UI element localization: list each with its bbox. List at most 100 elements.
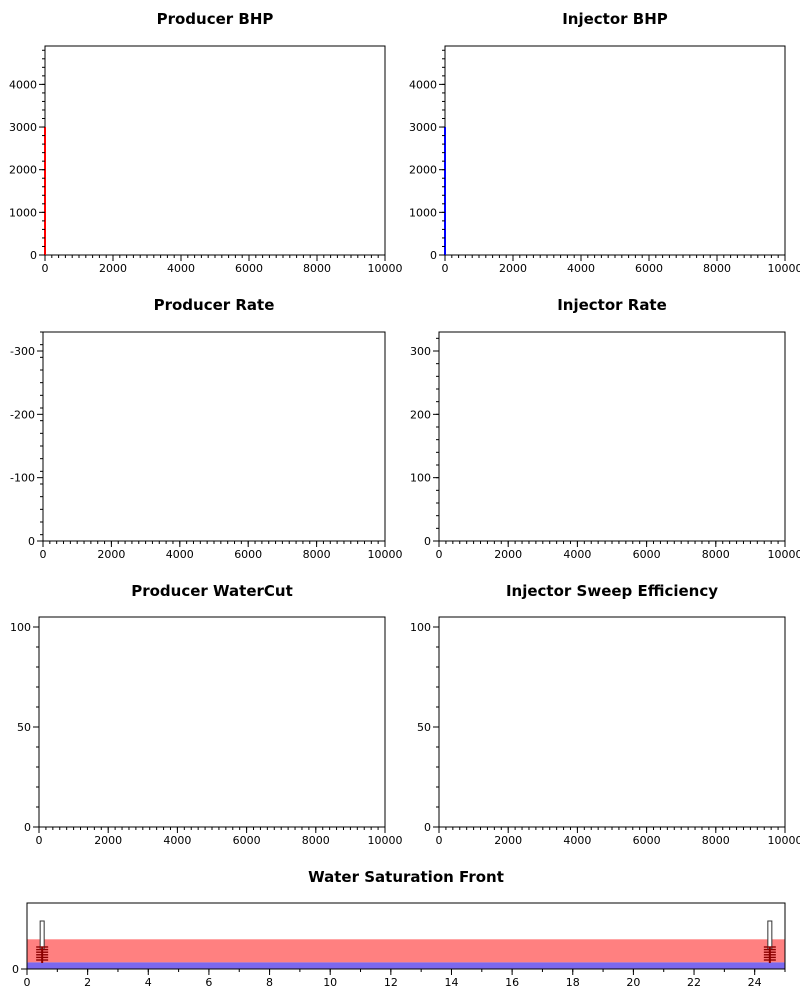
x-tick-label: 0 (40, 548, 47, 561)
x-tick-label: 2000 (494, 834, 522, 847)
x-tick-label: 4 (145, 976, 152, 989)
x-tick-label: 8000 (702, 548, 730, 561)
x-tick-label: 12 (384, 976, 398, 989)
chart-title: Injector Sweep Efficiency (506, 582, 718, 600)
x-tick-label: 6000 (233, 834, 261, 847)
saturation-band-1 (27, 939, 785, 963)
chart-title: Injector BHP (562, 10, 668, 28)
chart-5: Producer WaterCut 0 2000 4000 6000 8000 10000 0… (10, 582, 403, 847)
plot-frame (438, 616, 786, 828)
y-tick-label: 0 (424, 535, 431, 548)
chart-title: Producer BHP (157, 10, 274, 28)
x-tick-label: 4000 (163, 834, 191, 847)
y-tick-label: 3000 (9, 121, 37, 134)
y-tick-label: 4000 (9, 78, 37, 91)
y-tick-label: 0 (30, 249, 37, 262)
x-tick-label: 6 (205, 976, 212, 989)
x-tick-label: 4000 (563, 548, 591, 561)
x-tick-label: 8000 (702, 834, 730, 847)
x-tick-label: 10000 (368, 834, 403, 847)
plot-frame (38, 616, 386, 828)
x-tick-label: 6000 (234, 548, 262, 561)
y-tick-label: 2000 (409, 164, 437, 177)
x-tick-label: 8000 (302, 834, 330, 847)
chart-title: Producer Rate (154, 296, 275, 314)
y-tick-label: 100 (10, 621, 31, 634)
chart-1: Producer BHP 0 2000 4000 6000 8000 10000 0 1000 2… (9, 10, 403, 275)
well-2 (763, 920, 776, 963)
chart-title: Producer WaterCut (131, 582, 293, 600)
y-tick-label: 100 (410, 472, 431, 485)
x-tick-label: 0 (442, 262, 449, 275)
well-casing (767, 920, 773, 950)
x-tick-label: 16 (505, 976, 519, 989)
plot-frame (44, 45, 386, 256)
x-tick-label: 0 (36, 834, 43, 847)
chart-title: Injector Rate (557, 296, 667, 314)
y-tick-label: -100 (10, 472, 35, 485)
plot-frame (42, 331, 386, 542)
y-tick-label: 1000 (409, 206, 437, 219)
chart-4: Injector Rate 0 2000 4000 6000 8000 10000 0 100 2… (410, 296, 800, 561)
x-tick-label: 6000 (633, 548, 661, 561)
y-tick-label: 0 (28, 535, 35, 548)
x-tick-label: 20 (626, 976, 640, 989)
x-tick-label: 0 (436, 834, 443, 847)
plot-frame (438, 331, 786, 542)
x-tick-label: 0 (436, 548, 443, 561)
chart-title: Water Saturation Front (308, 868, 504, 886)
y-tick-label: 0 (12, 963, 19, 976)
chart-2: Injector BHP 0 2000 4000 6000 8000 10000 0 1000 2… (409, 10, 800, 275)
x-tick-label: 10 (323, 976, 337, 989)
x-tick-label: 10000 (368, 262, 403, 275)
y-tick-label: 1000 (9, 206, 37, 219)
x-tick-label: 4000 (167, 262, 195, 275)
x-tick-label: 0 (24, 976, 31, 989)
x-tick-label: 2000 (94, 834, 122, 847)
y-tick-label: 0 (24, 821, 31, 834)
x-tick-label: 0 (42, 262, 49, 275)
y-tick-label: 100 (410, 621, 431, 634)
x-tick-label: 10000 (368, 548, 403, 561)
saturation-band-2 (27, 962, 785, 969)
y-tick-label: 4000 (409, 78, 437, 91)
y-tick-label: 50 (417, 721, 431, 734)
y-tick-label: 0 (430, 249, 437, 262)
x-tick-label: 14 (444, 976, 458, 989)
y-tick-label: 300 (410, 345, 431, 358)
plot-frame (26, 902, 786, 970)
plot-frame (444, 45, 786, 256)
x-tick-label: 2000 (494, 548, 522, 561)
x-tick-label: 6000 (635, 262, 663, 275)
x-tick-label: 10000 (768, 262, 800, 275)
x-tick-label: 24 (748, 976, 762, 989)
y-tick-label: -200 (10, 408, 35, 421)
y-tick-label: 3000 (409, 121, 437, 134)
y-tick-label: 50 (17, 721, 31, 734)
chart-3: Producer Rate 0 2000 4000 6000 8000 10000 0 -100… (10, 296, 402, 561)
y-tick-label: -300 (10, 345, 35, 358)
x-tick-label: 10000 (768, 548, 800, 561)
chart-6: Injector Sweep Efficiency 0 2000 4000 6000 80… (410, 582, 800, 847)
x-tick-label: 2 (84, 976, 91, 989)
x-tick-label: 8000 (303, 548, 331, 561)
x-tick-label: 10000 (768, 834, 800, 847)
well-1 (36, 920, 49, 963)
x-tick-label: 4000 (166, 548, 194, 561)
x-tick-label: 2000 (499, 262, 527, 275)
x-tick-label: 2000 (97, 548, 125, 561)
x-tick-label: 4000 (567, 262, 595, 275)
x-tick-label: 2000 (99, 262, 127, 275)
well-casing (39, 920, 45, 950)
x-tick-label: 8 (266, 976, 273, 989)
y-tick-label: 2000 (9, 164, 37, 177)
x-tick-label: 6000 (235, 262, 263, 275)
x-tick-label: 6000 (633, 834, 661, 847)
x-tick-label: 22 (687, 976, 701, 989)
y-tick-label: 0 (424, 821, 431, 834)
x-tick-label: 18 (566, 976, 580, 989)
x-tick-label: 8000 (303, 262, 331, 275)
x-tick-label: 4000 (563, 834, 591, 847)
